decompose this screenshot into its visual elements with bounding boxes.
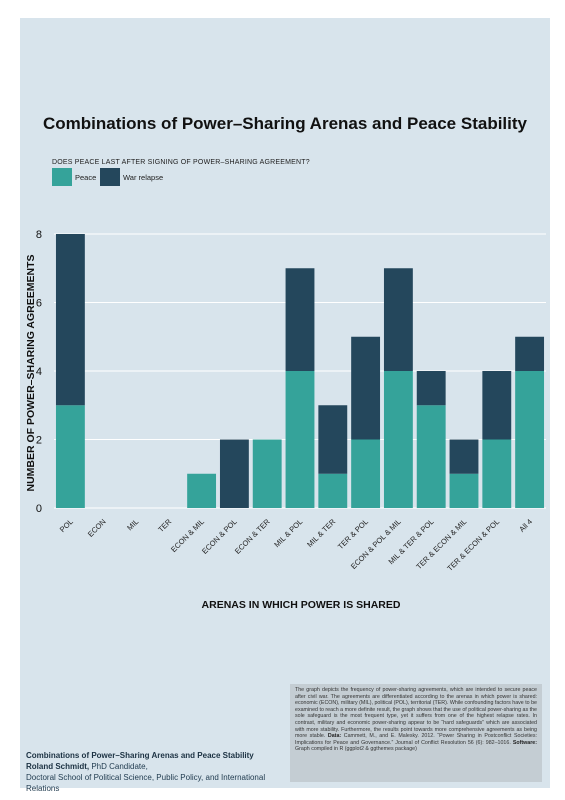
x-tick-label: MIL & TER	[305, 517, 337, 549]
bar-war-relapse	[318, 405, 348, 474]
x-tick-label: MIL & POL	[272, 517, 304, 549]
bar-war-relapse	[383, 268, 413, 371]
note-data-text: Cammett, M., and E. Malesky. 2012. “Powe…	[295, 733, 537, 746]
bar-peace	[482, 439, 512, 508]
bar-peace	[252, 439, 282, 508]
bar-peace	[285, 371, 315, 508]
legend-title: DOES PEACE LAST AFTER SIGNING OF POWER–S…	[52, 159, 310, 166]
legend-item-peace: Peace	[52, 168, 96, 186]
x-tick-label: TER & POL	[336, 517, 370, 551]
y-tick-labels: 0 2 4 6 8	[36, 229, 42, 515]
legend-label-war-relapse: War relapse	[123, 172, 164, 182]
bar-war-relapse	[55, 234, 85, 406]
credit-affiliation: Doctoral School of Political Science, Pu…	[26, 773, 266, 793]
y-tick-label: 4	[36, 366, 42, 378]
bar-war-relapse	[351, 336, 381, 440]
bar-peace	[515, 371, 545, 508]
bar-peace	[449, 473, 479, 508]
bar-peace	[416, 405, 446, 508]
x-tick-label: POL	[58, 517, 75, 534]
y-tick-label: 0	[36, 503, 42, 515]
bars	[55, 234, 545, 508]
bar-war-relapse	[482, 371, 512, 440]
bar-peace	[383, 371, 413, 508]
note-software-text: Graph compiled in R (ggplot2 & ggthemes …	[295, 746, 417, 753]
bar-peace	[55, 405, 85, 508]
legend-item-war-relapse: War relapse	[100, 168, 163, 186]
credit-name: Roland Schmidt,	[26, 762, 90, 771]
chart-title: Combinations of Power–Sharing Arenas and…	[43, 114, 527, 133]
legend-swatch-peace	[52, 168, 72, 186]
author-credit: Combinations of Power–Sharing Arenas and…	[26, 750, 286, 794]
credit-role: PhD Candidate,	[89, 762, 148, 771]
bar-peace	[318, 473, 348, 508]
bar-peace	[351, 439, 381, 508]
legend-label-peace: Peace	[75, 172, 97, 182]
legend-swatch-war-relapse	[100, 168, 120, 186]
bar-war-relapse	[449, 439, 479, 474]
note-software-label: Software:	[512, 739, 537, 746]
y-tick-label: 2	[36, 435, 42, 447]
x-tick-label: ECON & TER	[233, 517, 272, 556]
credit-title: Combinations of Power–Sharing Arenas and…	[26, 751, 254, 760]
y-axis-label: NUMBER OF POWER–SHARING AGREEMENTS	[25, 254, 37, 491]
bar-war-relapse	[285, 268, 315, 371]
poster: Combinations of Power–Sharing Arenas and…	[20, 18, 550, 793]
y-tick-label: 6	[36, 298, 42, 310]
x-tick-label: MIL	[125, 517, 140, 532]
note-body: The graph depicts the frequency of power…	[295, 687, 537, 740]
bar-peace	[187, 473, 217, 508]
x-axis-label: ARENAS IN WHICH POWER IS SHARED	[202, 599, 401, 611]
bar-war-relapse	[416, 371, 446, 406]
bar-war-relapse	[219, 439, 249, 508]
description-note: The graph depicts the frequency of power…	[290, 684, 542, 782]
note-data-label: Data:	[327, 733, 342, 740]
x-tick-label: All 4	[517, 517, 534, 534]
bar-war-relapse	[515, 336, 545, 371]
x-tick-label: ECON	[86, 517, 108, 539]
y-tick-label: 8	[36, 229, 42, 241]
x-tick-label: TER	[156, 517, 173, 534]
